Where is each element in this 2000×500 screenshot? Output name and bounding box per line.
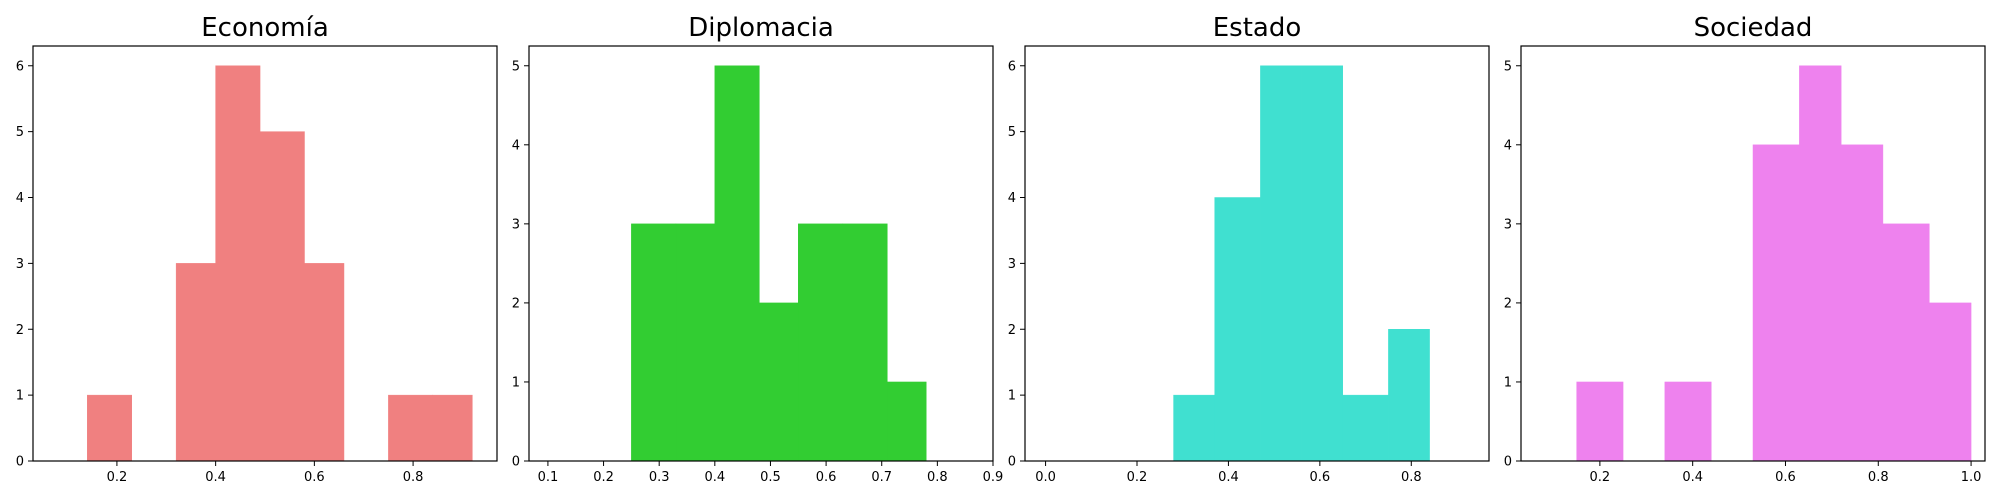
- economia-ytick-label: 3: [16, 257, 24, 272]
- economia-title: Economía: [201, 13, 329, 43]
- estado-xtick-label: 0.6: [1310, 470, 1331, 485]
- economia-bar-0: [87, 394, 132, 462]
- diplomacia-bar-4: [798, 223, 844, 462]
- economia-xtick-label: 0.4: [205, 470, 226, 485]
- diplomacia-title: Diplomacia: [688, 13, 834, 43]
- sociedad-xtick-label: 0.8: [1868, 470, 1889, 485]
- estado-xtick-label: 0.4: [1218, 470, 1239, 485]
- diplomacia-bar-2: [714, 65, 760, 462]
- sociedad-ytick-label: 5: [1504, 59, 1512, 74]
- diplomacia-bar-1: [675, 223, 716, 462]
- diplomacia-xtick-label: 0.2: [593, 470, 614, 485]
- estado-ytick-label: 5: [1008, 125, 1016, 140]
- estado-ytick-label: 3: [1008, 257, 1016, 272]
- sociedad-xtick-label: 0.6: [1775, 470, 1796, 485]
- economia-ytick-label: 0: [16, 455, 24, 470]
- estado-ytick-label: 0: [1008, 455, 1016, 470]
- sociedad-bar-7: [1882, 223, 1930, 462]
- diplomacia-xtick-label: 0.9: [983, 470, 1004, 485]
- economia-ytick-label: 6: [16, 59, 24, 74]
- estado-title: Estado: [1213, 13, 1302, 43]
- sociedad-title: Sociedad: [1694, 13, 1813, 43]
- diplomacia-ytick-label: 4: [512, 138, 520, 153]
- estado-xtick-label: 0.0: [1035, 470, 1056, 485]
- panel-economia: 0.2 0.4 0.6 0.8 0 1 2 3 4 5 6 Economía: [16, 13, 498, 485]
- diplomacia-bar-0: [631, 223, 677, 462]
- economia-axes-frame: [32, 45, 498, 462]
- estado-bar-5: [1388, 329, 1430, 462]
- economia-bar-8: [432, 394, 473, 462]
- diplomacia-ytick-label: 3: [512, 217, 520, 232]
- sociedad-ytick-label: 0: [1504, 455, 1512, 470]
- economia-ytick-label: 5: [16, 125, 24, 140]
- economia-bar-7: [388, 394, 434, 462]
- economia-bar-5: [304, 263, 345, 462]
- diplomacia-xtick-label: 0.8: [927, 470, 948, 485]
- estado-axes-frame: [1024, 45, 1490, 462]
- diplomacia-ytick-label: 5: [512, 59, 520, 74]
- estado-ytick-label: 2: [1008, 323, 1016, 338]
- diplomacia-bar-5: [842, 223, 888, 462]
- estado-xtick-label: 0.8: [1401, 470, 1422, 485]
- estado-xtick-label: 0.2: [1127, 470, 1148, 485]
- economia-bar-4: [259, 131, 305, 462]
- diplomacia-bar-3: [759, 302, 799, 462]
- panel-estado: 0.0 0.2 0.4 0.6 0.8 0 1 2 3 4 5 6 Estado: [1008, 13, 1490, 485]
- sociedad-bar-4: [1752, 144, 1800, 462]
- estado-ytick-label: 1: [1008, 389, 1016, 404]
- sociedad-ytick-label: 2: [1504, 296, 1512, 311]
- sociedad-xtick-label: 1.0: [1961, 470, 1982, 485]
- sociedad-xtick-label: 0.4: [1682, 470, 1703, 485]
- estado-bar-0: [1173, 394, 1215, 462]
- sociedad-ytick-label: 4: [1504, 138, 1512, 153]
- sociedad-ytick-label: 1: [1504, 375, 1512, 390]
- sociedad-xtick-label: 0.2: [1590, 470, 1611, 485]
- diplomacia-xtick-label: 0.3: [649, 470, 670, 485]
- sociedad-bar-6: [1840, 144, 1884, 462]
- economia-xtick-label: 0.2: [107, 470, 128, 485]
- sociedad-ytick-label: 3: [1504, 217, 1512, 232]
- economia-ytick-label: 1: [16, 389, 24, 404]
- estado-bar-1: [1214, 197, 1261, 462]
- economia-bar-2: [175, 263, 216, 462]
- diplomacia-xtick-label: 0.6: [816, 470, 837, 485]
- estado-ytick-label: 6: [1008, 59, 1016, 74]
- sociedad-bar-2: [1664, 381, 1712, 462]
- diplomacia-ytick-label: 0: [512, 455, 520, 470]
- economia-xtick-label: 0.8: [403, 470, 424, 485]
- economia-ytick-label: 4: [16, 191, 24, 206]
- panel-sociedad: 0.2 0.4 0.6 0.8 1.0 0 1 2 3 4 5 Sociedad: [1504, 13, 1986, 485]
- estado-ytick-label: 4: [1008, 191, 1016, 206]
- sociedad-axes-frame: [1520, 45, 1986, 462]
- estado-bar-3: [1301, 65, 1343, 462]
- diplomacia-bar-6: [887, 381, 927, 462]
- diplomacia-ytick-label: 2: [512, 296, 520, 311]
- diplomacia-xtick-label: 0.7: [871, 470, 892, 485]
- economia-xtick-label: 0.6: [304, 470, 325, 485]
- diplomacia-xtick-label: 0.5: [760, 470, 781, 485]
- estado-bar-2: [1260, 65, 1302, 462]
- economia-bar-3: [215, 65, 261, 462]
- sociedad-bar-8: [1929, 302, 1972, 462]
- diplomacia-xtick-label: 0.1: [538, 470, 559, 485]
- sociedad-bar-0: [1576, 381, 1624, 462]
- economia-ytick-label: 2: [16, 323, 24, 338]
- diplomacia-xtick-label: 0.4: [704, 470, 725, 485]
- panel-diplomacia: 0.1 0.2 0.3 0.4 0.5 0.6 0.7 0.8 0.9 0 1 2 3 4 5 Diploma…: [512, 13, 1004, 485]
- estado-bar-4: [1342, 394, 1389, 462]
- diplomacia-axes-frame: [528, 45, 994, 462]
- diplomacia-ytick-label: 1: [512, 375, 520, 390]
- sociedad-bar-5: [1799, 65, 1842, 462]
